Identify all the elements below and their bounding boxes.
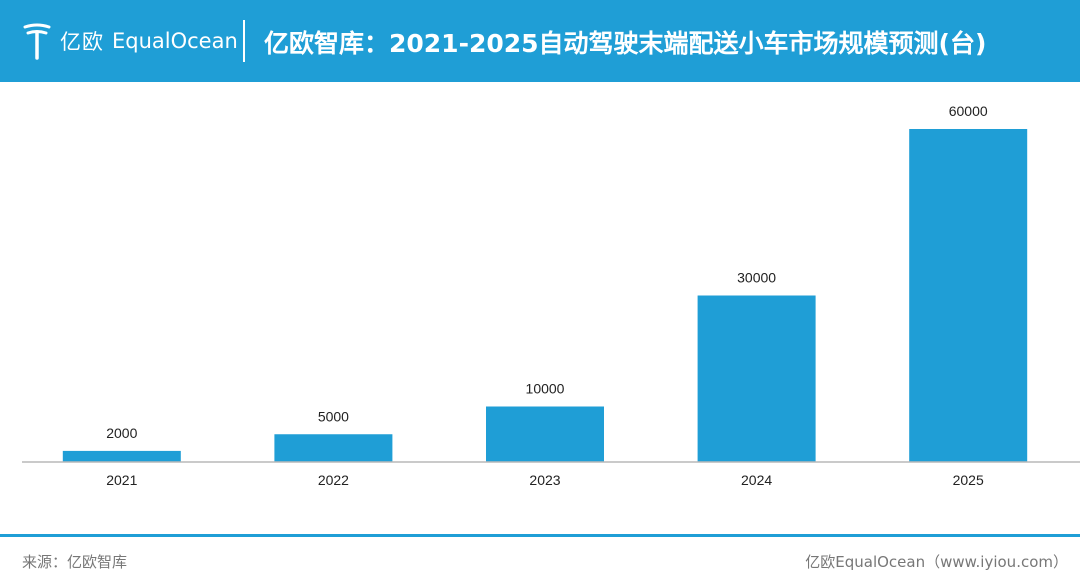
data-label-2022: 5000 (318, 408, 349, 424)
data-label-2023: 10000 (526, 381, 565, 397)
footer-divider (0, 534, 1080, 537)
bar-2023 (486, 406, 604, 462)
data-label-2021: 2000 (106, 425, 137, 441)
bar-2021 (62, 450, 181, 462)
x-tick-label-2025: 2025 (953, 472, 984, 488)
x-tick-label-2024: 2024 (741, 472, 772, 488)
data-label-2024: 30000 (737, 270, 776, 286)
chart-title: 亿欧智库：2021-2025自动驾驶末端配送小车市场规模预测(台) (264, 29, 987, 58)
x-tick-label-2023: 2023 (529, 472, 560, 488)
header-divider (243, 20, 245, 62)
data-label-2025: 60000 (949, 103, 988, 119)
logo-text-cn: 亿欧 (60, 30, 104, 54)
credit-text: 亿欧EqualOcean（www.iyiou.com） (805, 553, 1068, 571)
logo: 亿欧 EqualOcean (22, 18, 238, 64)
x-tick-label-2022: 2022 (318, 472, 349, 488)
equalocean-logo-icon (23, 23, 51, 60)
source-text: 来源：亿欧智库 (22, 553, 128, 571)
label-group: 2000 2021 5000 2022 10000 2023 30000 2024 60000 2… (106, 103, 988, 488)
logo-text-en: EqualOcean (112, 29, 238, 53)
bar-chart: 2000 2021 5000 2022 10000 2023 30000 2024 60000 2… (22, 103, 1080, 488)
x-tick-label-2021: 2021 (106, 472, 137, 488)
bar-2025 (909, 129, 1028, 462)
header-banner: 亿欧 EqualOcean 亿欧智库：2021-2025自动驾驶末端配送小车市场… (0, 0, 1080, 82)
bar-group (62, 129, 1028, 462)
bar-2022 (274, 434, 393, 462)
bar-2024 (697, 295, 816, 462)
